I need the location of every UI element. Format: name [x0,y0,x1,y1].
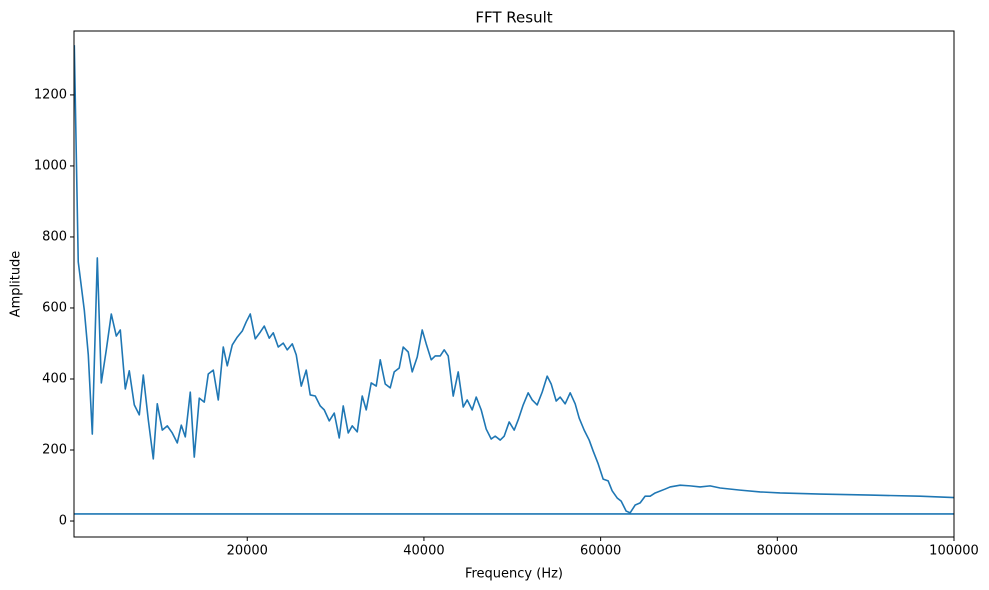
x-tick-label: 60000 [580,544,621,559]
x-tick-label: 20000 [227,544,268,559]
y-axis-label: Amplitude [9,251,24,318]
plot-area [74,45,954,515]
y-tick-label: 0 [59,514,67,529]
axes-frame [73,30,955,538]
y-tick-label: 200 [42,443,67,458]
chart-title: FFT Result [475,9,552,27]
y-tick-label: 1000 [34,158,67,173]
y-tick-label: 400 [42,371,67,386]
x-tick-label: 80000 [757,544,798,559]
data-line [74,45,954,515]
x-axis-label: Frequency (Hz) [465,567,563,582]
x-tick-label: 100000 [929,544,979,559]
x-tick-label: 40000 [403,544,444,559]
y-tick-label: 800 [42,229,67,244]
y-tick-label: 600 [42,300,67,315]
y-tick-label: 1200 [34,87,67,102]
